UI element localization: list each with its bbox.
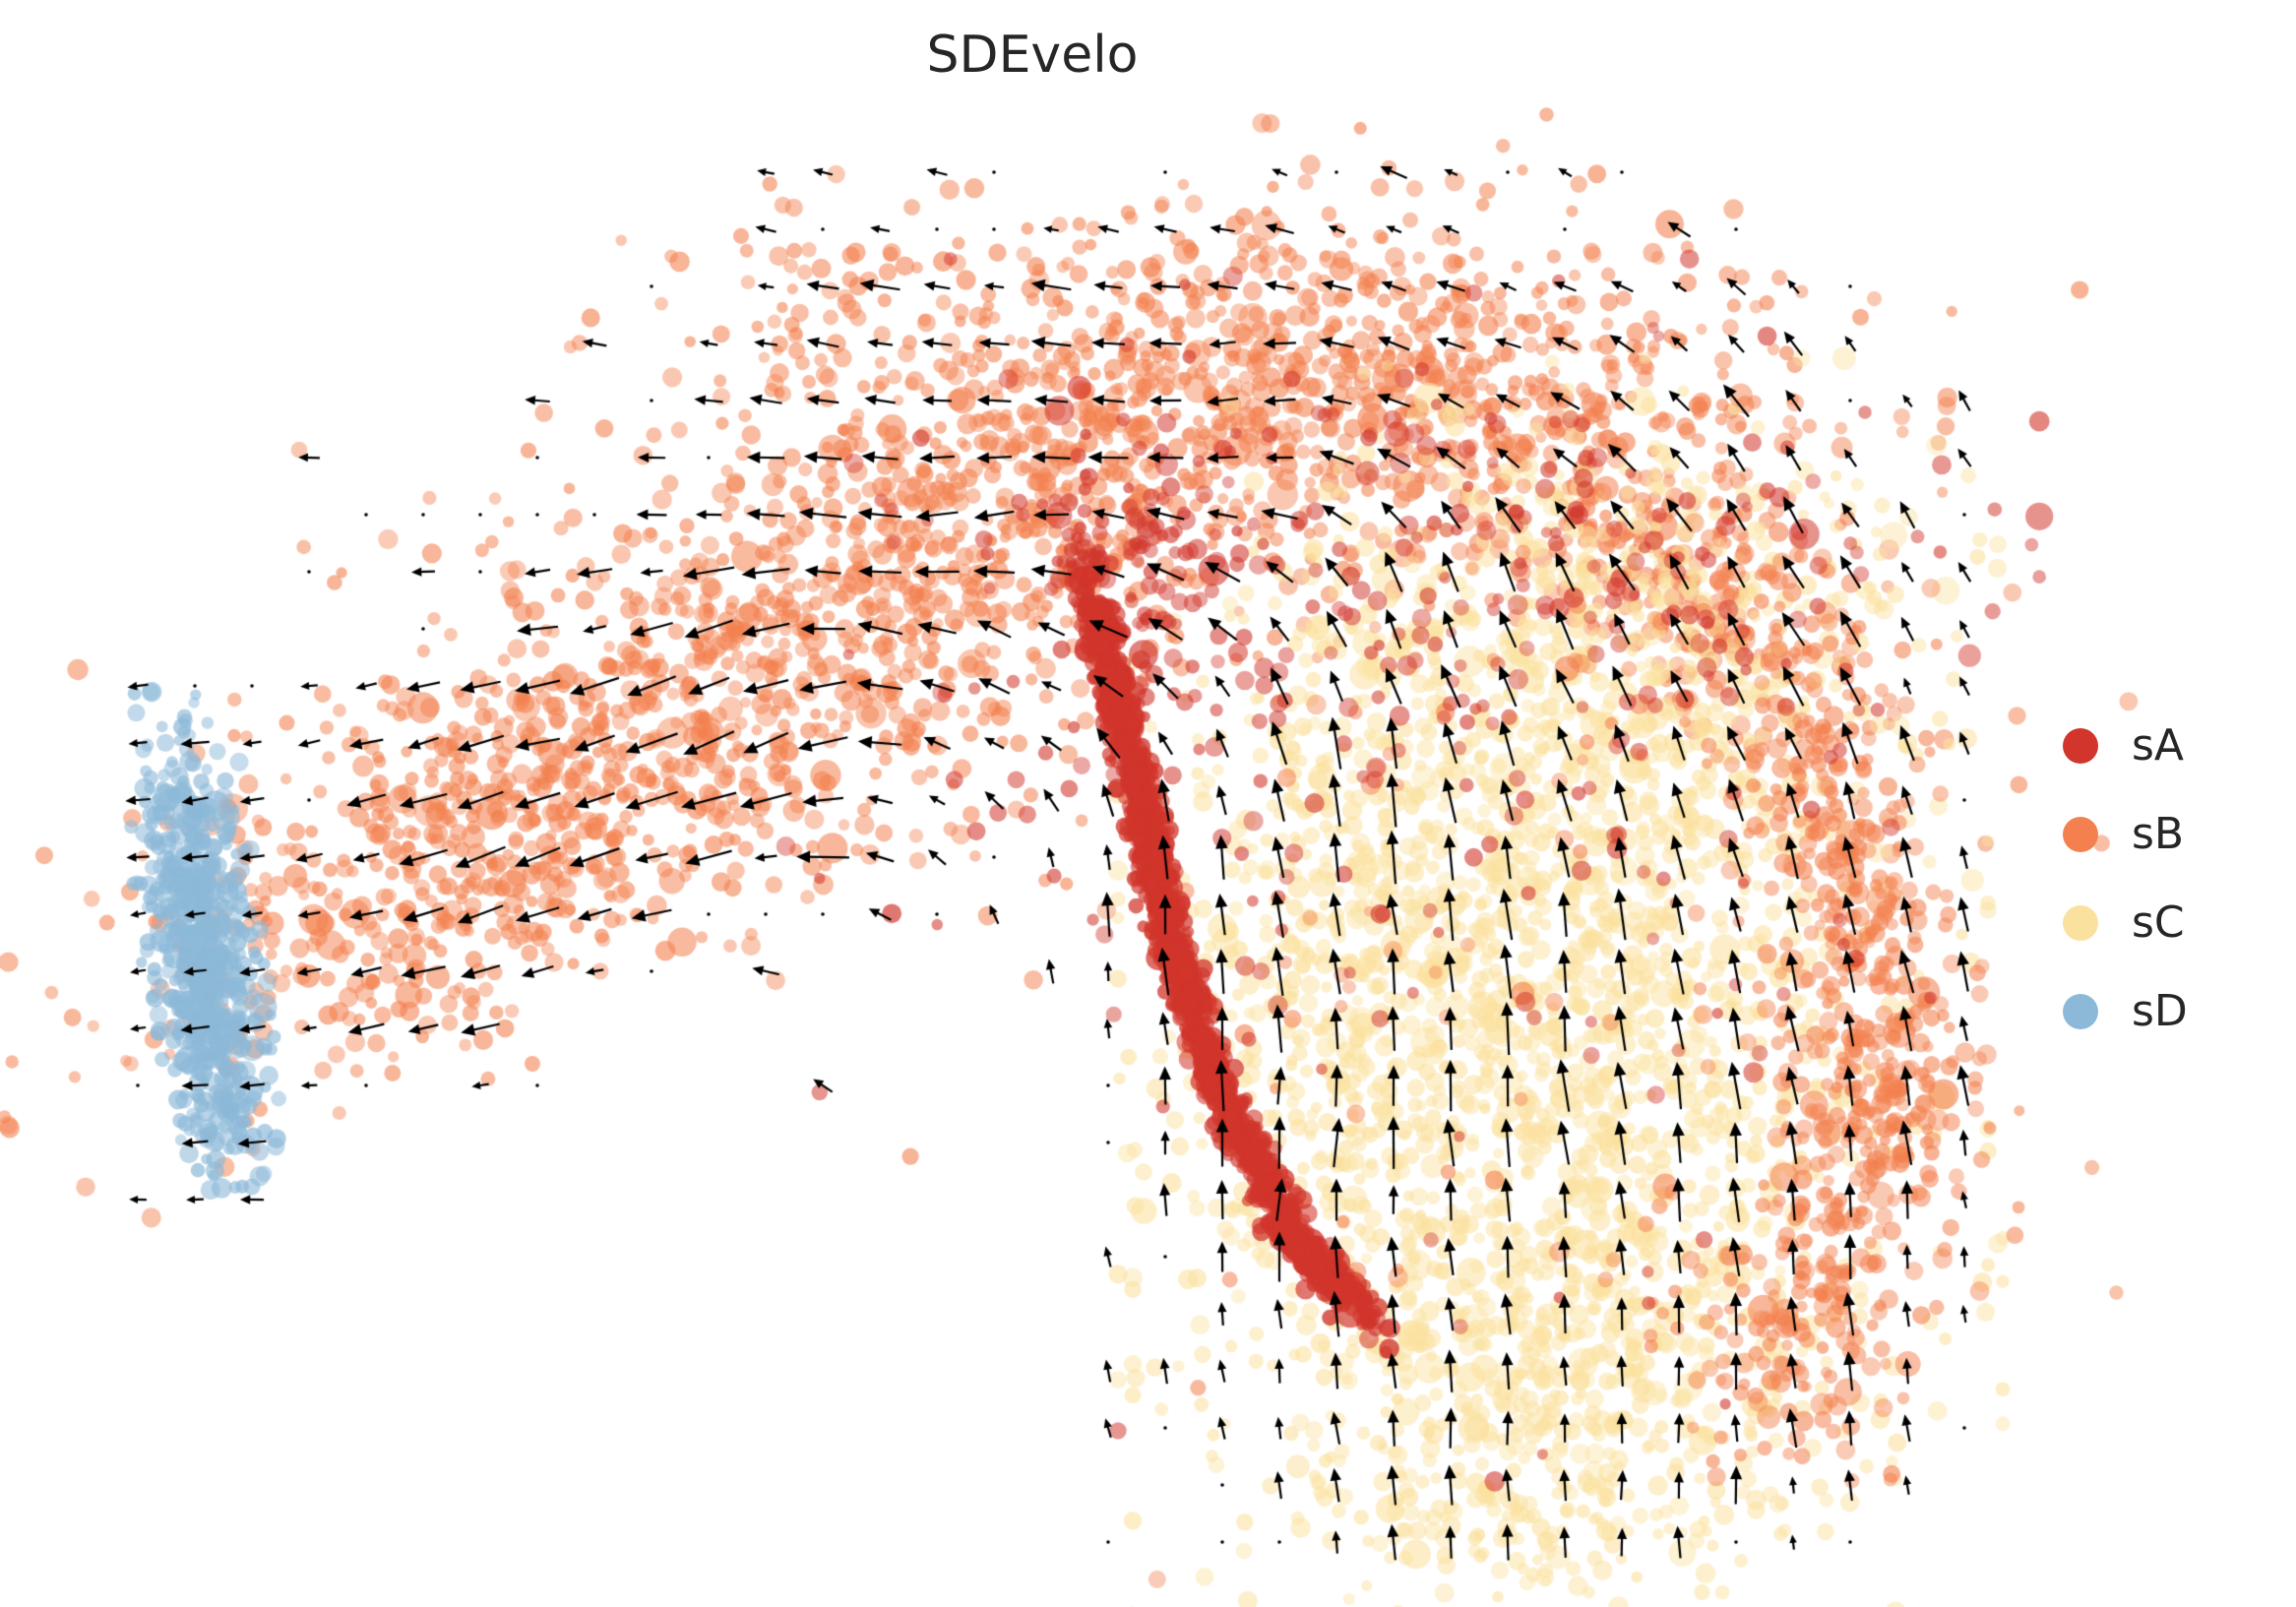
legend-item-sD: sD [2063, 980, 2188, 1043]
legend-swatch [2063, 817, 2098, 852]
legend: sA sB sC sD [2063, 714, 2188, 1043]
legend-swatch [2063, 728, 2098, 764]
legend-item-sC: sC [2063, 892, 2188, 955]
legend-label: sB [2132, 809, 2185, 859]
legend-label: sC [2132, 897, 2185, 948]
legend-item-sA: sA [2063, 714, 2188, 777]
legend-label: sD [2132, 986, 2188, 1036]
legend-item-sB: sB [2063, 803, 2188, 866]
legend-label: sA [2132, 720, 2185, 771]
legend-swatch [2063, 994, 2098, 1029]
chart-title: SDEvelo [926, 26, 1139, 85]
legend-swatch [2063, 905, 2098, 941]
